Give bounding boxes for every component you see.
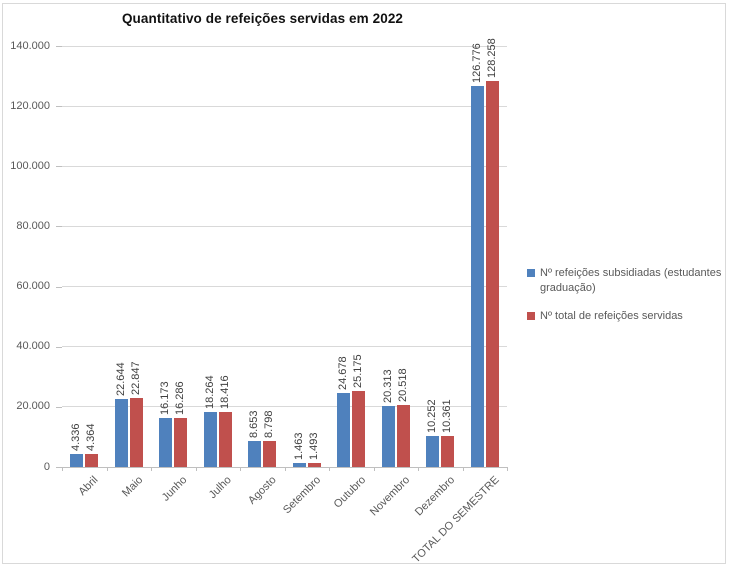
bar-value-label: 10.252 — [426, 399, 439, 434]
bar — [174, 418, 188, 467]
gridline — [62, 105, 507, 107]
bar-value-label: 10.361 — [441, 399, 454, 433]
x-axis-tick — [284, 467, 286, 471]
x-axis-tick — [195, 467, 197, 471]
y-axis-tick — [56, 286, 62, 288]
gridline — [62, 286, 507, 288]
x-axis-tick — [240, 467, 241, 471]
x-axis-tick — [507, 467, 508, 471]
bar-value-label: 8.798 — [263, 410, 276, 438]
bar-value-label: 22.644 — [114, 362, 127, 396]
y-tick-label: 140.000 — [10, 39, 50, 52]
bar-value-label: 20.518 — [396, 368, 409, 403]
plot-area: 4.336 4.364 22.644 22.847 16.173 16.286 18.264… — [62, 39, 507, 468]
chart-title: Quantitativo de refeições servidas em 20… — [121, 11, 404, 26]
bar — [352, 391, 366, 467]
y-axis-tick — [56, 346, 62, 348]
x-axis-tick — [462, 467, 464, 471]
bar — [70, 453, 84, 467]
legend: Nº refeições subsidiadas (estudantes gra… — [527, 266, 727, 337]
y-tick-label: 40.000 — [16, 340, 50, 353]
y-tick-label: 80.000 — [16, 219, 50, 232]
legend-label: Nº refeições subsidiadas (estudantes gra… — [540, 267, 722, 294]
bar-value-label: 20.313 — [381, 369, 394, 403]
bar — [248, 440, 262, 467]
x-axis-tick — [373, 467, 375, 471]
y-axis-tick — [56, 106, 62, 108]
bar-value-label: 4.336 — [70, 423, 83, 451]
x-axis-tick — [62, 467, 63, 471]
y-axis-tick — [56, 46, 62, 47]
bar — [470, 85, 484, 467]
bar — [85, 453, 99, 467]
bar-value-label: 25.175 — [352, 354, 365, 389]
y-axis-tick — [56, 406, 62, 408]
gridline — [62, 165, 507, 167]
x-axis-tick — [106, 467, 108, 471]
bar-value-label: 16.173 — [159, 381, 172, 416]
bar — [441, 435, 455, 467]
bar — [218, 411, 232, 467]
legend-swatch — [527, 269, 535, 277]
legend-item: Nº total de refeições servidas — [527, 309, 727, 324]
bar — [396, 405, 410, 467]
legend-label: Nº total de refeições servidas — [540, 309, 683, 322]
bar-value-label: 16.286 — [174, 381, 187, 416]
bar — [426, 436, 440, 467]
y-axis: 0 20.000 40.000 60.000 80.000 100.000 120.000 1… — [0, 40, 54, 473]
y-tick-label: 0 — [43, 460, 50, 473]
gridline — [62, 225, 507, 227]
x-axis-tick — [329, 467, 330, 471]
bar — [159, 418, 173, 467]
legend-swatch — [527, 311, 535, 320]
bar-value-label: 1.463 — [292, 432, 305, 460]
bar — [307, 462, 321, 467]
bar-value-label: 18.264 — [203, 375, 216, 410]
x-axis-tick — [418, 467, 419, 471]
legend-item: Nº refeições subsidiadas (estudantes gra… — [527, 266, 727, 296]
gridline — [62, 346, 507, 348]
bar — [129, 398, 143, 467]
bar-value-label: 126.776 — [470, 43, 483, 83]
chart-frame — [2, 3, 726, 564]
bar-value-label: 8.653 — [248, 410, 261, 438]
y-tick-label: 120.000 — [10, 99, 50, 112]
y-tick-label: 100.000 — [10, 159, 50, 172]
y-tick-label: 20.000 — [16, 400, 50, 413]
bar-value-label: 1.493 — [307, 431, 320, 460]
bar — [337, 392, 351, 467]
x-axis-tick — [151, 467, 152, 471]
bar-value-label: 18.416 — [218, 374, 231, 409]
gridline — [62, 45, 507, 47]
y-tick-label: 60.000 — [16, 280, 50, 293]
bar-value-label: 22.847 — [129, 361, 142, 396]
bar — [485, 81, 499, 467]
bar-value-label: 4.364 — [85, 423, 98, 451]
y-axis-tick — [56, 226, 62, 228]
bar — [381, 405, 395, 467]
bar-value-label: 24.678 — [337, 356, 350, 390]
bar-value-label: 128.258 — [485, 38, 498, 79]
y-axis-tick — [56, 467, 62, 468]
y-axis-tick — [56, 166, 62, 168]
gridline — [62, 406, 507, 408]
bar — [292, 462, 306, 467]
bar — [203, 412, 217, 467]
bar — [263, 440, 277, 467]
bar — [114, 398, 128, 467]
